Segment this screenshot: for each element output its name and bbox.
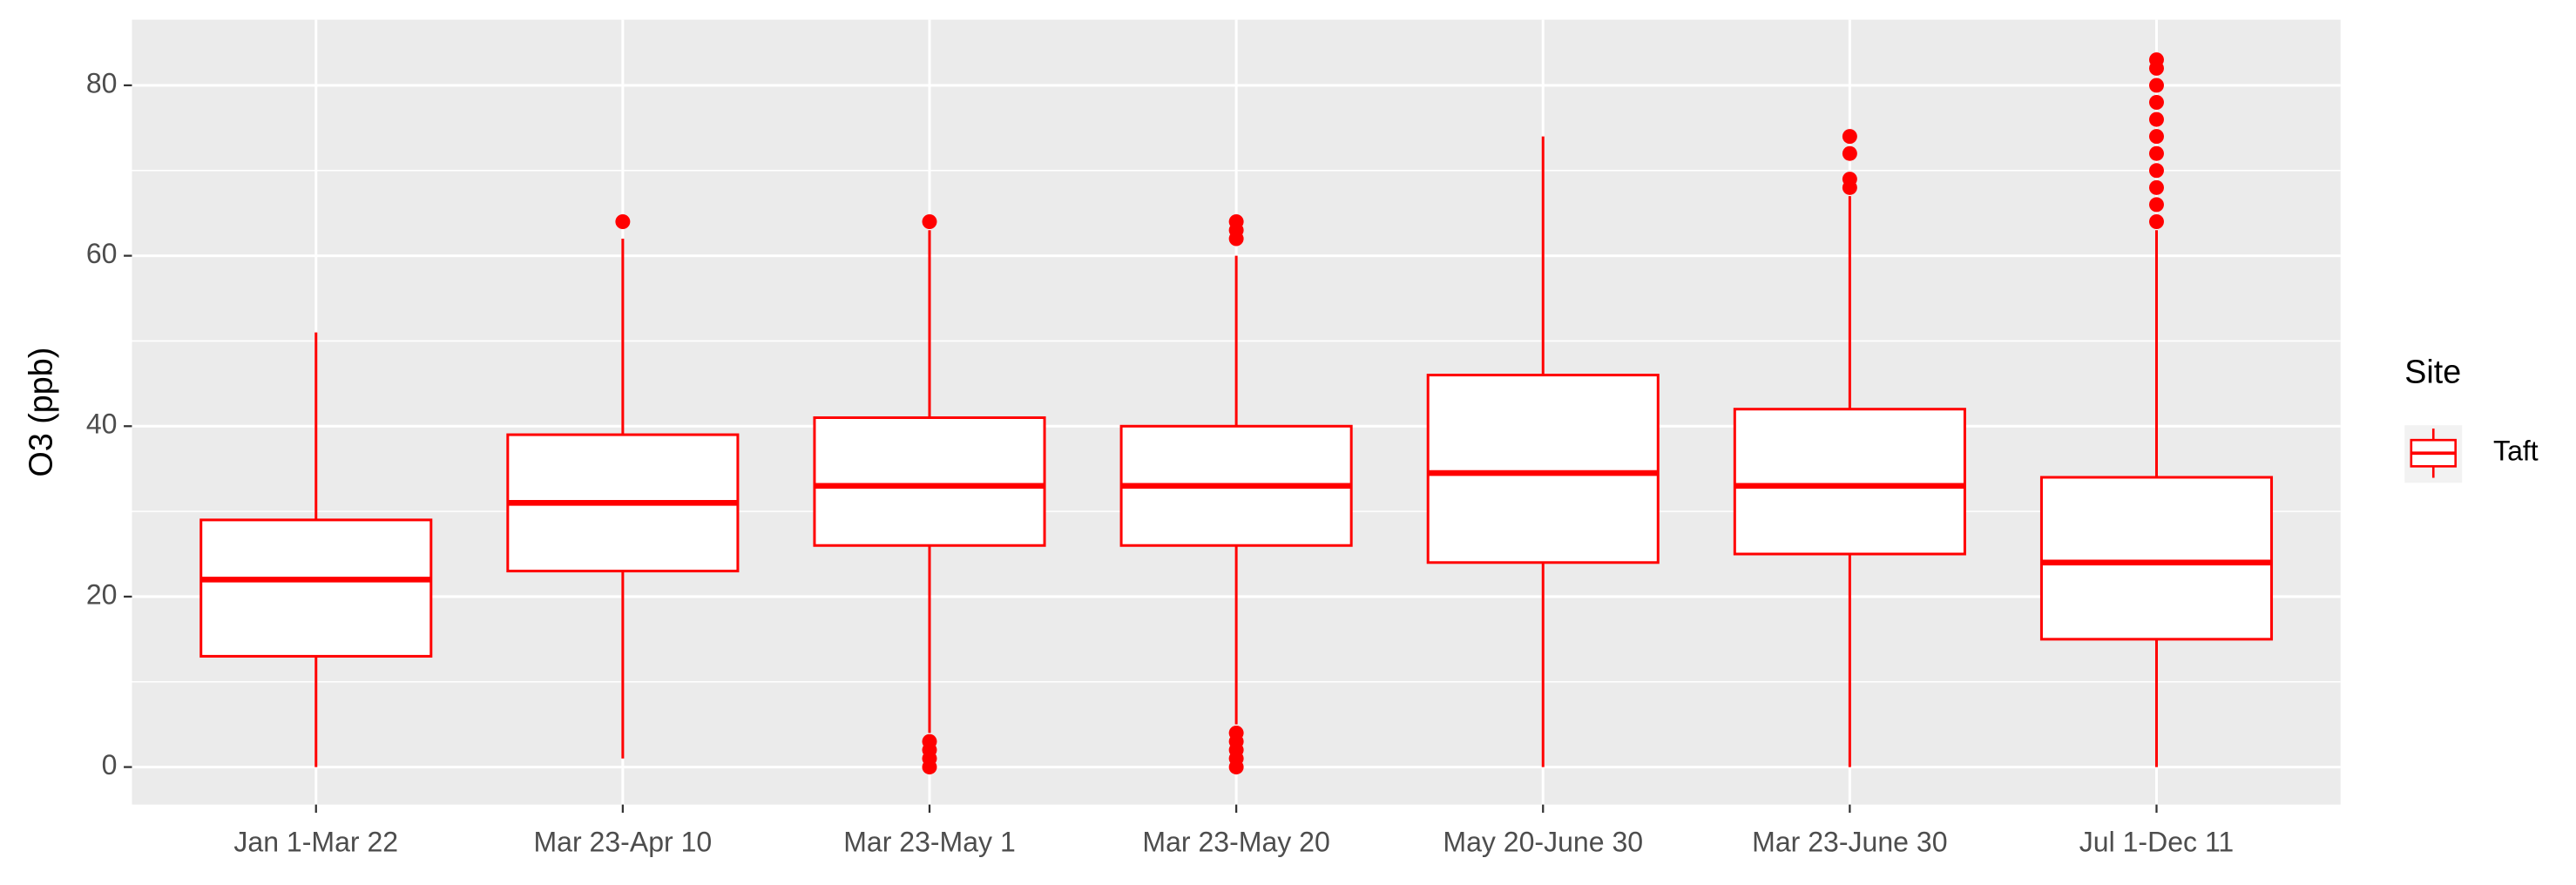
outlier <box>922 213 937 229</box>
x-tick-label: May 20-June 30 <box>1443 826 1643 857</box>
outlier <box>2149 52 2164 68</box>
y-tick-label: 20 <box>86 578 118 610</box>
box <box>199 518 433 658</box>
outlier <box>1228 213 1244 229</box>
outlier <box>922 733 937 749</box>
outlier <box>2149 163 2164 179</box>
outlier <box>1228 725 1244 740</box>
box <box>1733 408 1966 556</box>
box <box>813 415 1046 547</box>
outlier <box>1842 129 1857 145</box>
y-tick-label: 0 <box>102 749 118 780</box>
legend-title: Site <box>2404 354 2461 390</box>
x-tick-label: Jan 1-Mar 22 <box>233 826 398 857</box>
outlier <box>2149 179 2164 195</box>
y-tick-label: 40 <box>86 409 118 440</box>
outlier <box>2149 95 2164 110</box>
outlier <box>1842 172 1857 187</box>
outlier <box>2149 129 2164 145</box>
box <box>1426 374 1660 564</box>
x-tick-label: Jul 1-Dec 11 <box>2079 826 2234 857</box>
y-tick-label: 80 <box>86 67 118 98</box>
x-tick-label: Mar 23-June 30 <box>1752 826 1947 857</box>
x-tick-label: Mar 23-Apr 10 <box>534 826 713 857</box>
outlier <box>1842 145 1857 161</box>
outlier <box>2149 111 2164 127</box>
outlier <box>615 213 631 229</box>
outlier <box>2149 145 2164 161</box>
x-tick-label: Mar 23-May 1 <box>843 826 1016 857</box>
legend-label: Taft <box>2493 436 2539 467</box>
outlier <box>2149 213 2164 229</box>
y-tick-label: 60 <box>86 238 118 269</box>
outlier <box>2149 197 2164 213</box>
x-tick-label: Mar 23-May 20 <box>1142 826 1329 857</box>
outlier <box>2149 78 2164 93</box>
box <box>2039 476 2274 641</box>
y-axis-title: O3 (ppb) <box>23 348 59 477</box>
